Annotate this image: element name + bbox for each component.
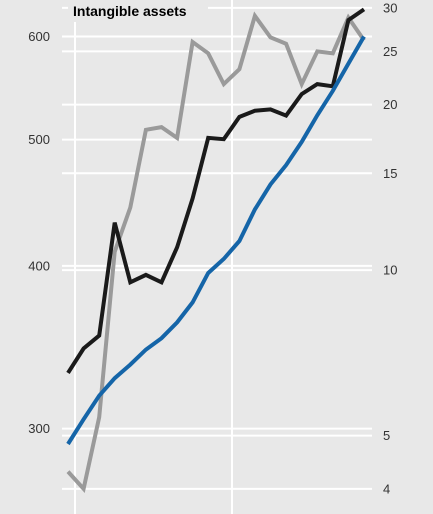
right-tick-label-25: 25 bbox=[383, 44, 397, 59]
series-line-3 bbox=[66, 11, 366, 494]
right-tick-label-15: 15 bbox=[383, 166, 397, 181]
right-axis: 4 5 10 15 20 25 30 bbox=[383, 0, 397, 496]
right-tick-label-4: 4 bbox=[383, 481, 390, 496]
left-tick-label-500: 500 bbox=[28, 132, 50, 147]
left-axis: 300 400 500 600 bbox=[28, 29, 50, 436]
left-tick-label-400: 400 bbox=[28, 258, 50, 273]
right-tick-label-10: 10 bbox=[383, 263, 397, 278]
chart-title: Intangible assets bbox=[73, 3, 187, 19]
right-tick-label-20: 20 bbox=[383, 97, 397, 112]
series-group bbox=[66, 7, 366, 494]
left-tick-label-600: 600 bbox=[28, 29, 50, 44]
series-line-1 bbox=[66, 35, 366, 446]
title-background bbox=[68, 0, 208, 22]
right-tick-label-5: 5 bbox=[383, 428, 390, 443]
left-tick-label-300: 300 bbox=[28, 421, 50, 436]
series-line-2 bbox=[66, 7, 366, 374]
right-tick-label-30: 30 bbox=[383, 0, 397, 15]
